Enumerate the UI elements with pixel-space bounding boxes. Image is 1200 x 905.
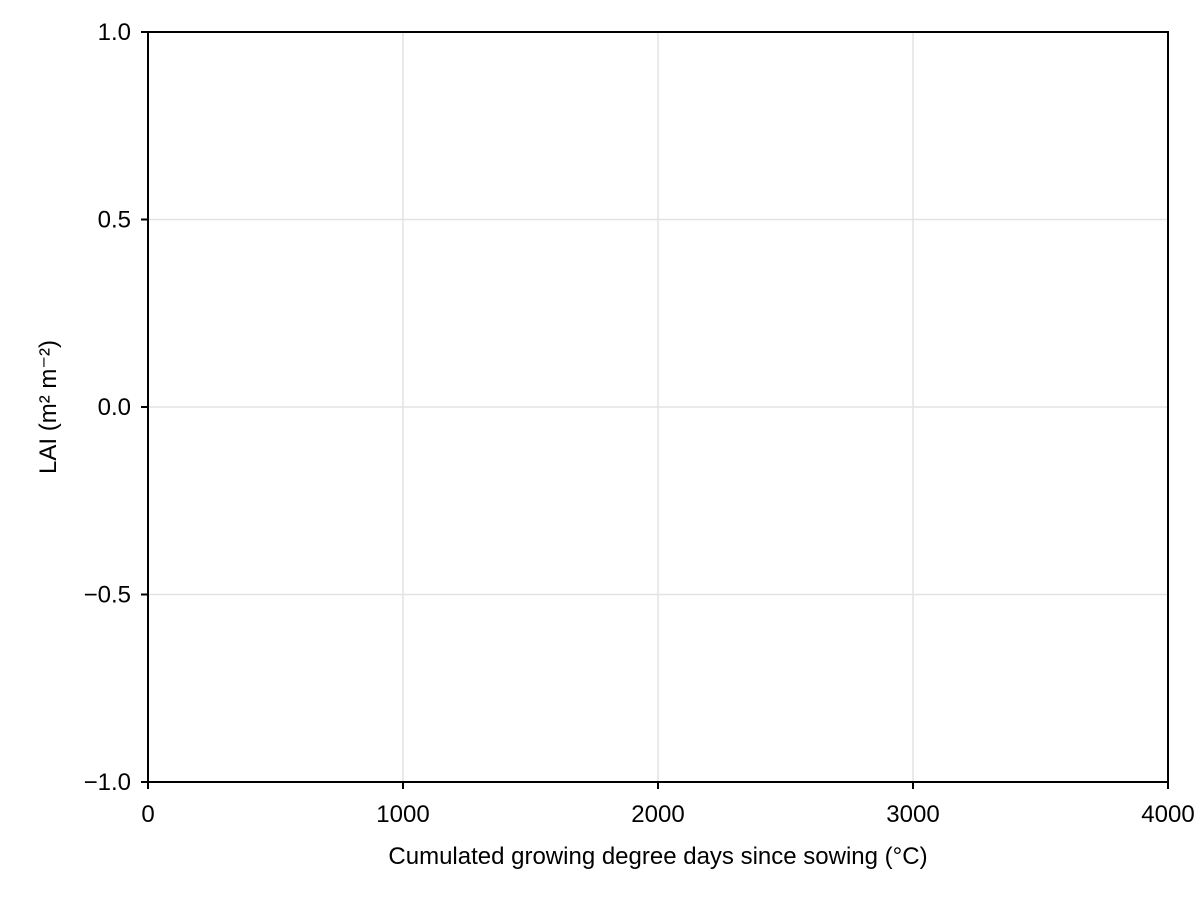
x-tick-label: 2000 xyxy=(631,801,684,828)
x-tick-label: 0 xyxy=(141,801,154,828)
y-tick-label: 1.0 xyxy=(98,19,131,46)
ticks: 0 1000 2000 3000 4000 −1.0 −0.5 0.0 0.5 1.0 xyxy=(84,19,1195,828)
y-tick-label: 0.5 xyxy=(98,207,131,234)
y-tick-label: −1.0 xyxy=(84,769,131,796)
grid xyxy=(147,31,1169,783)
y-tick-label: 0.0 xyxy=(98,394,131,421)
y-axis-label: LAI (m² m⁻²) xyxy=(35,340,62,474)
x-tick-label: 3000 xyxy=(886,801,939,828)
y-tick-label: −0.5 xyxy=(84,582,131,609)
x-tick-label: 4000 xyxy=(1141,801,1194,828)
x-tick-label: 1000 xyxy=(376,801,429,828)
x-axis-label: Cumulated growing degree days since sowi… xyxy=(388,843,927,870)
